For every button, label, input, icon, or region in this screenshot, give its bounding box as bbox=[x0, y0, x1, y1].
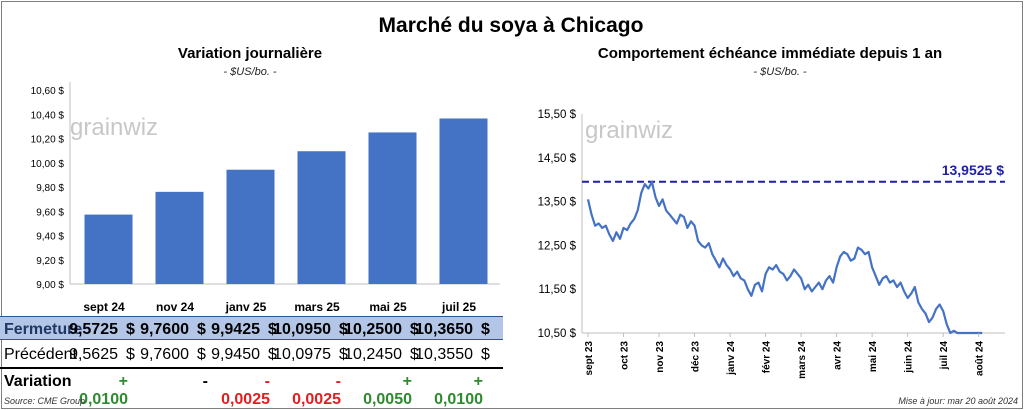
currency: $ bbox=[197, 321, 206, 338]
bar-y-tick-label: 10,20 $ bbox=[31, 135, 65, 146]
left-subtitle: Variation journalière bbox=[177, 45, 323, 62]
line-y-tick-label: 14,50 $ bbox=[538, 153, 577, 165]
watermark-text: grainwiz bbox=[585, 117, 673, 144]
currency: $ bbox=[126, 321, 135, 338]
currency: $ bbox=[126, 346, 135, 363]
bar bbox=[297, 151, 346, 284]
bar bbox=[439, 118, 488, 285]
fermeture-value: 10,0950 bbox=[273, 321, 331, 338]
grainwiz-watermark-left: grainwiz bbox=[70, 114, 158, 141]
precedent-label: Précédent bbox=[4, 346, 77, 363]
precedent-value: 10,3550 bbox=[415, 346, 473, 363]
line-y-tick-label: 13,50 $ bbox=[538, 197, 577, 209]
month-label: nov 24 bbox=[155, 300, 194, 314]
line-x-tick-label: juil 24 bbox=[939, 341, 950, 371]
source-note: Source: CME Group bbox=[4, 396, 86, 406]
line-x-tick-label: déc 23 bbox=[691, 341, 702, 373]
line-x-tick-label: févr 24 bbox=[762, 341, 773, 374]
main-title: Marché du soya à Chicago bbox=[378, 14, 644, 37]
bar-y-tick-label: 9,60 $ bbox=[36, 207, 64, 218]
variation-row: Variation + 0,0100 - - 0,0025 - 0,0025 +… bbox=[0, 367, 503, 408]
line-x-tick-label: août 24 bbox=[975, 341, 986, 376]
month-label: juil 25 bbox=[441, 300, 476, 314]
currency: $ bbox=[481, 346, 490, 363]
variation-value: - 0,0025 bbox=[221, 373, 270, 408]
month-label: sept 24 bbox=[83, 300, 125, 314]
bar-y-tick-label: 10,00 $ bbox=[31, 159, 65, 170]
update-note: Mise à jour: mar 20 août 2024 bbox=[898, 396, 1018, 406]
currency: $ bbox=[339, 321, 348, 338]
precedent-value: 10,0975 bbox=[273, 346, 331, 363]
fermeture-value: 10,2500 bbox=[344, 321, 402, 338]
currency: $ bbox=[268, 346, 277, 363]
left-unit: - $US/bo. - bbox=[223, 66, 277, 78]
month-label: janv 25 bbox=[225, 300, 267, 314]
bar bbox=[368, 132, 417, 284]
bar-y-tick-label: 10,40 $ bbox=[31, 110, 65, 121]
line-x-tick-label: janv 24 bbox=[726, 341, 737, 376]
bar-y-tick-label: 9,40 $ bbox=[36, 232, 64, 243]
fermeture-value: 9,7600 bbox=[140, 321, 189, 338]
currency: $ bbox=[481, 321, 490, 338]
bar-y-tick-label: 9,20 $ bbox=[36, 256, 64, 267]
bar bbox=[155, 191, 204, 284]
line-x-tick-label: nov 23 bbox=[655, 341, 666, 373]
reference-label: 13,9525 $ bbox=[942, 162, 1004, 178]
precedent-value: 9,7600 bbox=[140, 346, 189, 363]
line-y-tick-label: 10,50 $ bbox=[538, 328, 577, 340]
precedent-value: 10,2450 bbox=[344, 346, 402, 363]
bar bbox=[226, 169, 275, 284]
bar-chart: 9,00 $ 9,20 $ 9,40 $ 9,60 $ 9,80 $ 10,00 $ 10,… bbox=[31, 82, 500, 291]
currency: $ bbox=[410, 321, 419, 338]
line-y-tick-label: 12,50 $ bbox=[538, 240, 577, 252]
currency: $ bbox=[268, 321, 277, 338]
grainwiz-watermark-right: grainwiz bbox=[585, 117, 673, 144]
variation-value: + 0,0050 bbox=[363, 373, 412, 408]
fermeture-value: 9,9425 bbox=[211, 321, 260, 338]
currency: $ bbox=[197, 346, 206, 363]
line-x-tick-label: avr 24 bbox=[833, 341, 844, 370]
fermeture-value: 10,3650 bbox=[415, 321, 473, 338]
variation-value: - bbox=[202, 373, 208, 390]
precedent-row: Précédent 9,5625 $ 9,7600 $ 9,9450 $ 10,097… bbox=[0, 342, 503, 364]
fermeture-value: 9,5725 bbox=[69, 321, 118, 338]
variation-value: + 0,0100 bbox=[79, 373, 128, 408]
precedent-value: 9,5625 bbox=[69, 346, 118, 363]
line-x-tick-label: mars 24 bbox=[797, 341, 808, 379]
fermeture-row: Fermeture 9,5725 $ 9,7600 $ 9,9425 $ 10,095… bbox=[0, 316, 503, 340]
line-y-tick-label: 11,50 $ bbox=[538, 284, 576, 296]
variation-label: Variation bbox=[4, 373, 72, 390]
line-y-tick-label: 15,50 $ bbox=[538, 109, 577, 121]
currency: $ bbox=[410, 346, 419, 363]
line-x-tick-label: juin 24 bbox=[904, 341, 915, 374]
months-row: sept 24 nov 24 janv 25 mars 25 mai 25 ju… bbox=[0, 296, 503, 318]
precedent-value: 9,9450 bbox=[211, 346, 260, 363]
fermeture-label: Fermeture bbox=[4, 321, 83, 338]
line-x-tick-label: oct 23 bbox=[620, 341, 631, 370]
price-series-line bbox=[586, 180, 983, 335]
line-x-tick-label: sept 23 bbox=[584, 341, 595, 376]
variation-value: + 0,0100 bbox=[434, 373, 483, 408]
bar-y-tick-label: 9,00 $ bbox=[36, 280, 64, 291]
line-chart: 10,50 $ 11,50 $ 12,50 $ 13,50 $ 14,50 $ 15,50… bbox=[538, 109, 1005, 379]
variation-value: - 0,0025 bbox=[292, 373, 341, 408]
bar-y-tick-label: 10,60 $ bbox=[31, 86, 65, 97]
month-label: mai 25 bbox=[369, 300, 407, 314]
line-x-tick-label: mai 24 bbox=[868, 341, 879, 373]
currency: $ bbox=[339, 346, 348, 363]
right-unit: - $US/bo. - bbox=[753, 66, 807, 78]
bar-y-tick-label: 9,80 $ bbox=[36, 183, 64, 194]
watermark-text: grainwiz bbox=[70, 114, 158, 141]
right-subtitle: Comportement échéance immédiate depuis 1… bbox=[597, 45, 943, 62]
month-label: mars 25 bbox=[294, 300, 340, 314]
bar bbox=[84, 214, 133, 284]
